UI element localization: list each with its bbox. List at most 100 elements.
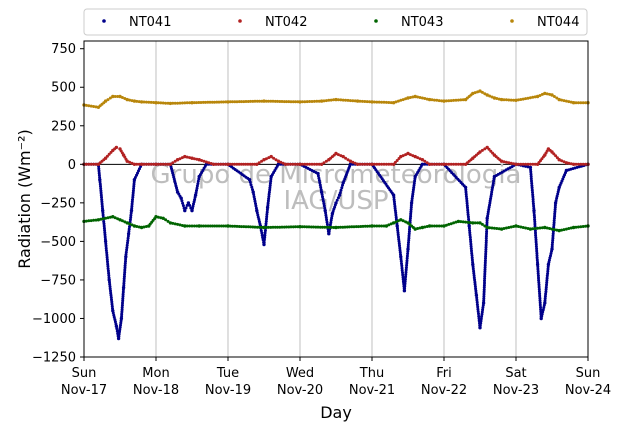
- series-trace-dot: [535, 258, 539, 262]
- series-trace-dot: [215, 224, 219, 228]
- series-trace-dot: [480, 310, 484, 314]
- data-point: [427, 224, 432, 228]
- series-trace-dot: [576, 225, 580, 229]
- series-trace-dot: [432, 98, 436, 102]
- series-trace-dot: [407, 241, 410, 244]
- series-trace-dot: [108, 96, 112, 100]
- series-trace-dot: [444, 162, 448, 166]
- series-trace-dot: [293, 162, 297, 166]
- series-trace-dot: [576, 101, 580, 105]
- series-trace-dot: [269, 179, 273, 183]
- series-trace-dot: [265, 215, 269, 219]
- series-trace-dot: [195, 101, 198, 105]
- series-trace-dot: [544, 290, 548, 294]
- series-trace-dot: [394, 220, 398, 224]
- series-trace-dot: [87, 162, 91, 166]
- series-trace-dot: [534, 231, 537, 235]
- series-trace-dot: [459, 162, 463, 166]
- series-trace-dot: [567, 227, 571, 230]
- legend-label-nt043: NT043: [401, 15, 443, 30]
- series-trace-dot: [199, 224, 203, 228]
- data-point: [139, 100, 144, 104]
- series-trace-dot: [233, 162, 237, 166]
- series-trace-dot: [482, 290, 486, 294]
- series-trace-dot: [403, 286, 407, 290]
- series-trace-dot: [579, 225, 583, 229]
- series-trace-dot: [394, 211, 398, 215]
- data-point: [319, 162, 324, 166]
- series-trace-dot: [423, 159, 427, 163]
- series-trace-dot: [529, 177, 533, 181]
- series-trace-dot: [242, 225, 246, 229]
- series-trace-dot: [516, 162, 520, 166]
- series-trace-dot: [108, 282, 112, 286]
- series-trace-dot: [268, 181, 272, 185]
- series-trace-dot: [250, 162, 254, 166]
- series-trace-dot: [392, 198, 396, 202]
- series-trace-dot: [308, 162, 312, 166]
- data-point: [399, 218, 403, 222]
- series-trace-dot: [420, 96, 424, 100]
- series-trace-dot: [519, 162, 523, 166]
- series-trace-dot: [550, 245, 554, 249]
- series-trace-dot: [483, 270, 487, 274]
- series-trace-dot: [325, 218, 329, 222]
- series-trace-dot: [454, 162, 458, 166]
- series-trace-dot: [411, 192, 415, 196]
- series-trace-dot: [97, 169, 101, 173]
- series-trace-dot: [412, 183, 416, 187]
- series-trace-dot: [416, 227, 420, 230]
- data-point: [334, 151, 338, 156]
- series-trace-dot: [504, 226, 508, 230]
- series-trace-dot: [394, 215, 398, 219]
- data-point: [413, 154, 417, 159]
- series-trace-dot: [264, 99, 268, 103]
- series-trace-dot: [125, 243, 129, 247]
- series-trace-dot: [397, 239, 401, 243]
- series-trace-dot: [404, 266, 408, 270]
- series-trace-dot: [526, 162, 530, 166]
- data-point: [298, 225, 302, 229]
- series-trace-dot: [466, 206, 469, 210]
- series-trace-dot: [403, 284, 407, 288]
- data-point: [126, 232, 131, 236]
- series-trace-dot: [206, 224, 210, 228]
- series-trace-dot: [536, 272, 540, 275]
- y-tick-label: −1000: [32, 312, 76, 327]
- x-tick-label-date: Nov-23: [493, 383, 539, 398]
- series-trace-dot: [532, 213, 536, 217]
- series-trace-dot: [400, 268, 404, 272]
- series-trace-dot: [472, 271, 476, 275]
- data-point: [442, 162, 446, 166]
- series-trace-dot: [228, 100, 232, 104]
- series-trace-dot: [477, 317, 481, 320]
- series-trace-dot: [470, 258, 474, 262]
- series-trace-dot: [553, 208, 557, 211]
- series-trace-dot: [483, 274, 487, 278]
- series-trace-dot: [394, 213, 398, 217]
- series-trace-dot: [161, 162, 165, 166]
- series-trace-dot: [123, 272, 126, 276]
- data-point: [183, 224, 187, 228]
- data-point: [168, 101, 173, 106]
- series-trace-dot: [408, 227, 411, 231]
- series-trace-dot: [120, 312, 124, 316]
- series-trace-dot: [249, 183, 253, 187]
- series-trace-dot: [211, 224, 214, 228]
- series-trace-dot: [380, 100, 384, 104]
- series-trace-dot: [159, 101, 163, 105]
- series-trace-dot: [330, 225, 333, 229]
- series-trace-dot: [409, 214, 413, 218]
- series-trace-dot: [254, 202, 257, 206]
- data-point: [557, 228, 561, 233]
- series-trace-dot: [408, 96, 412, 99]
- series-trace-dot: [440, 162, 444, 166]
- series-trace-dot: [447, 99, 451, 103]
- series-trace-dot: [552, 225, 556, 229]
- series-trace-dot: [308, 100, 312, 103]
- series-trace-dot: [430, 224, 434, 228]
- series-trace-dot: [483, 265, 487, 269]
- series-trace-dot: [400, 264, 404, 268]
- series-trace-dot: [473, 285, 477, 288]
- series-trace-dot: [156, 215, 160, 219]
